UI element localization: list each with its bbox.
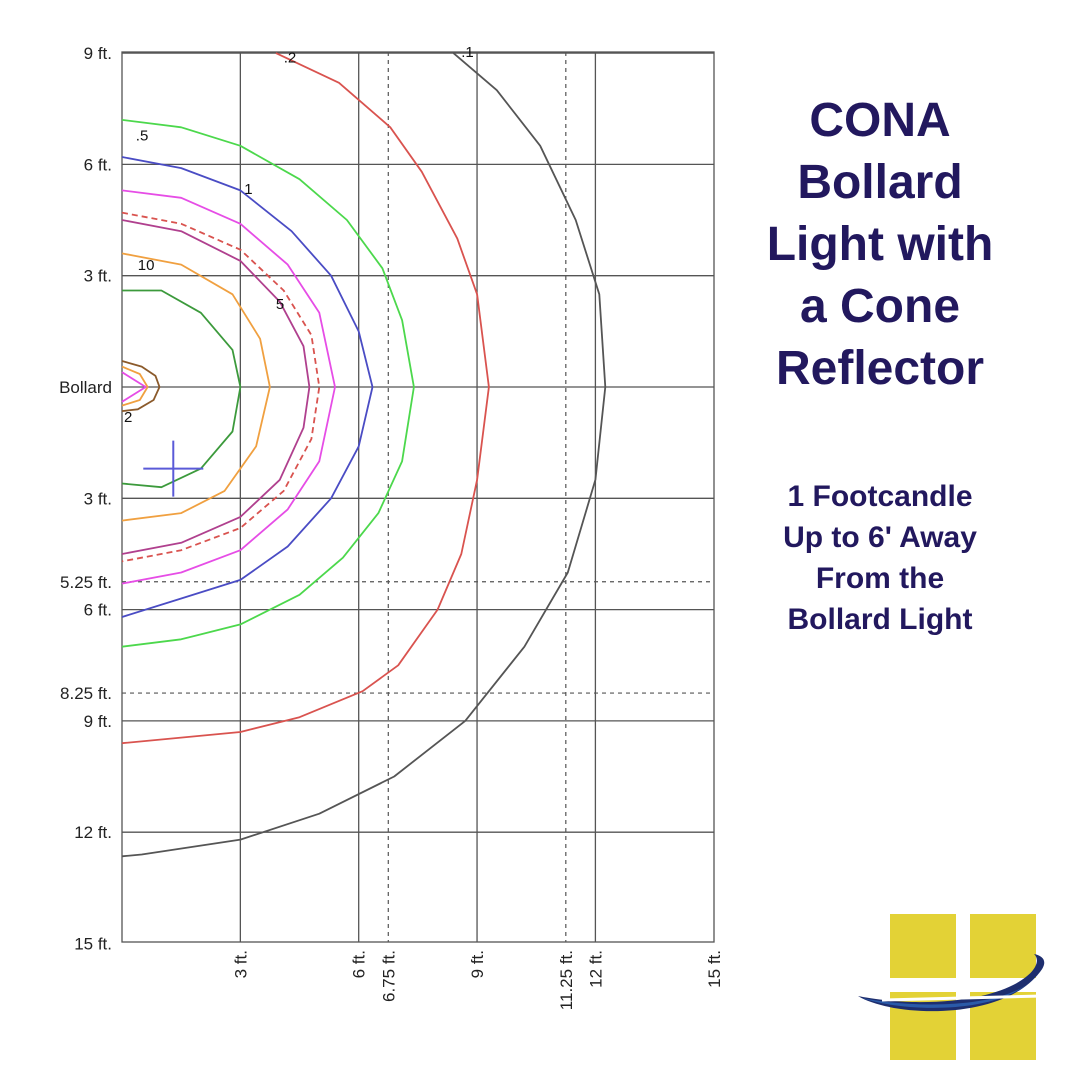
logo-swoosh-highlight bbox=[881, 994, 1043, 1002]
bollard-crosshair-marker bbox=[143, 440, 204, 497]
contour-label: 5 bbox=[276, 296, 284, 313]
isolux-contour bbox=[121, 156, 374, 618]
y-axis-label: 5.25 ft. bbox=[60, 573, 112, 592]
x-axis-label: 12 ft. bbox=[586, 950, 605, 988]
isolux-contour bbox=[121, 252, 271, 522]
subtitle-line: 1 Footcandle bbox=[787, 480, 973, 513]
isolux-contour bbox=[121, 360, 161, 412]
isolux-plot: .1 .2 .5 1 5 10 2 9 ft. 6 ft. 3 ft. Bollard 3 ft. 5… bbox=[59, 44, 724, 1010]
isolux-contour bbox=[121, 219, 311, 555]
subtitle-line: From the bbox=[815, 562, 945, 595]
x-axis-label: 3 ft. bbox=[231, 950, 250, 978]
title-line: Bollard bbox=[797, 156, 963, 209]
x-axis-label: 9 ft. bbox=[468, 950, 487, 978]
contour-label: .5 bbox=[136, 127, 149, 144]
title-line: Light with bbox=[766, 218, 994, 271]
y-axis-label: 3 ft. bbox=[84, 489, 112, 508]
x-axis-label: 15 ft. bbox=[705, 950, 724, 988]
subtitle-line: Up to 6' Away bbox=[783, 521, 977, 554]
isolux-contour bbox=[121, 189, 336, 585]
contour-label: .1 bbox=[461, 44, 474, 61]
isolux-contour bbox=[121, 52, 490, 745]
y-axis-label: 3 ft. bbox=[84, 267, 112, 286]
y-axis-label: 6 ft. bbox=[84, 155, 112, 174]
grid bbox=[122, 52, 714, 942]
y-axis-label: Bollard bbox=[59, 378, 112, 397]
subtitle-line: Bollard Light bbox=[787, 603, 973, 636]
title-line: CONA bbox=[809, 94, 951, 147]
contour-label: .2 bbox=[284, 49, 297, 66]
logo-swoosh-light bbox=[862, 976, 1036, 1008]
isolux-contour bbox=[121, 365, 149, 407]
y-axis-label: 15 ft. bbox=[74, 935, 112, 954]
subtitle: 1 Footcandle Up to 6' Away From the Boll… bbox=[740, 476, 1020, 640]
contour-label: 2 bbox=[124, 409, 132, 426]
isolux-contour bbox=[121, 371, 147, 403]
y-axis-label: 9 ft. bbox=[84, 712, 112, 731]
plot-frame bbox=[121, 51, 715, 943]
isolux-contour bbox=[121, 289, 242, 489]
x-axis-label: 11.25 ft. bbox=[557, 950, 576, 1010]
y-axis-labels: 9 ft. 6 ft. 3 ft. Bollard 3 ft. 5.25 ft. 6 ft.… bbox=[59, 44, 112, 953]
y-axis-label: 6 ft. bbox=[84, 601, 112, 620]
logo-square bbox=[890, 914, 956, 978]
y-axis-label: 9 ft. bbox=[84, 44, 112, 63]
contour-label: 10 bbox=[138, 257, 155, 274]
contours: .1 .2 .5 1 5 10 2 bbox=[121, 44, 607, 858]
title-line: Reflector bbox=[775, 342, 985, 395]
y-axis-label: 8.25 ft. bbox=[60, 684, 112, 703]
page-title: CONA Bollard Light with a Cone Reflector bbox=[740, 90, 1020, 400]
x-axis-label: 6.75 ft. bbox=[379, 950, 398, 1002]
isolux-contour bbox=[121, 119, 415, 648]
company-logo bbox=[858, 914, 1045, 1060]
y-axis-label: 12 ft. bbox=[74, 823, 112, 842]
contour-label: 1 bbox=[244, 181, 252, 198]
x-axis-label: 6 ft. bbox=[350, 950, 369, 978]
isolux-contour bbox=[121, 211, 321, 563]
isolux-contour bbox=[121, 52, 607, 858]
x-axis-labels: 3 ft. 6 ft. 6.75 ft. 9 ft. 11.25 ft. 12 ft. 15… bbox=[231, 950, 723, 1010]
logo-square bbox=[970, 914, 1036, 978]
title-line: a Cone bbox=[799, 280, 961, 333]
